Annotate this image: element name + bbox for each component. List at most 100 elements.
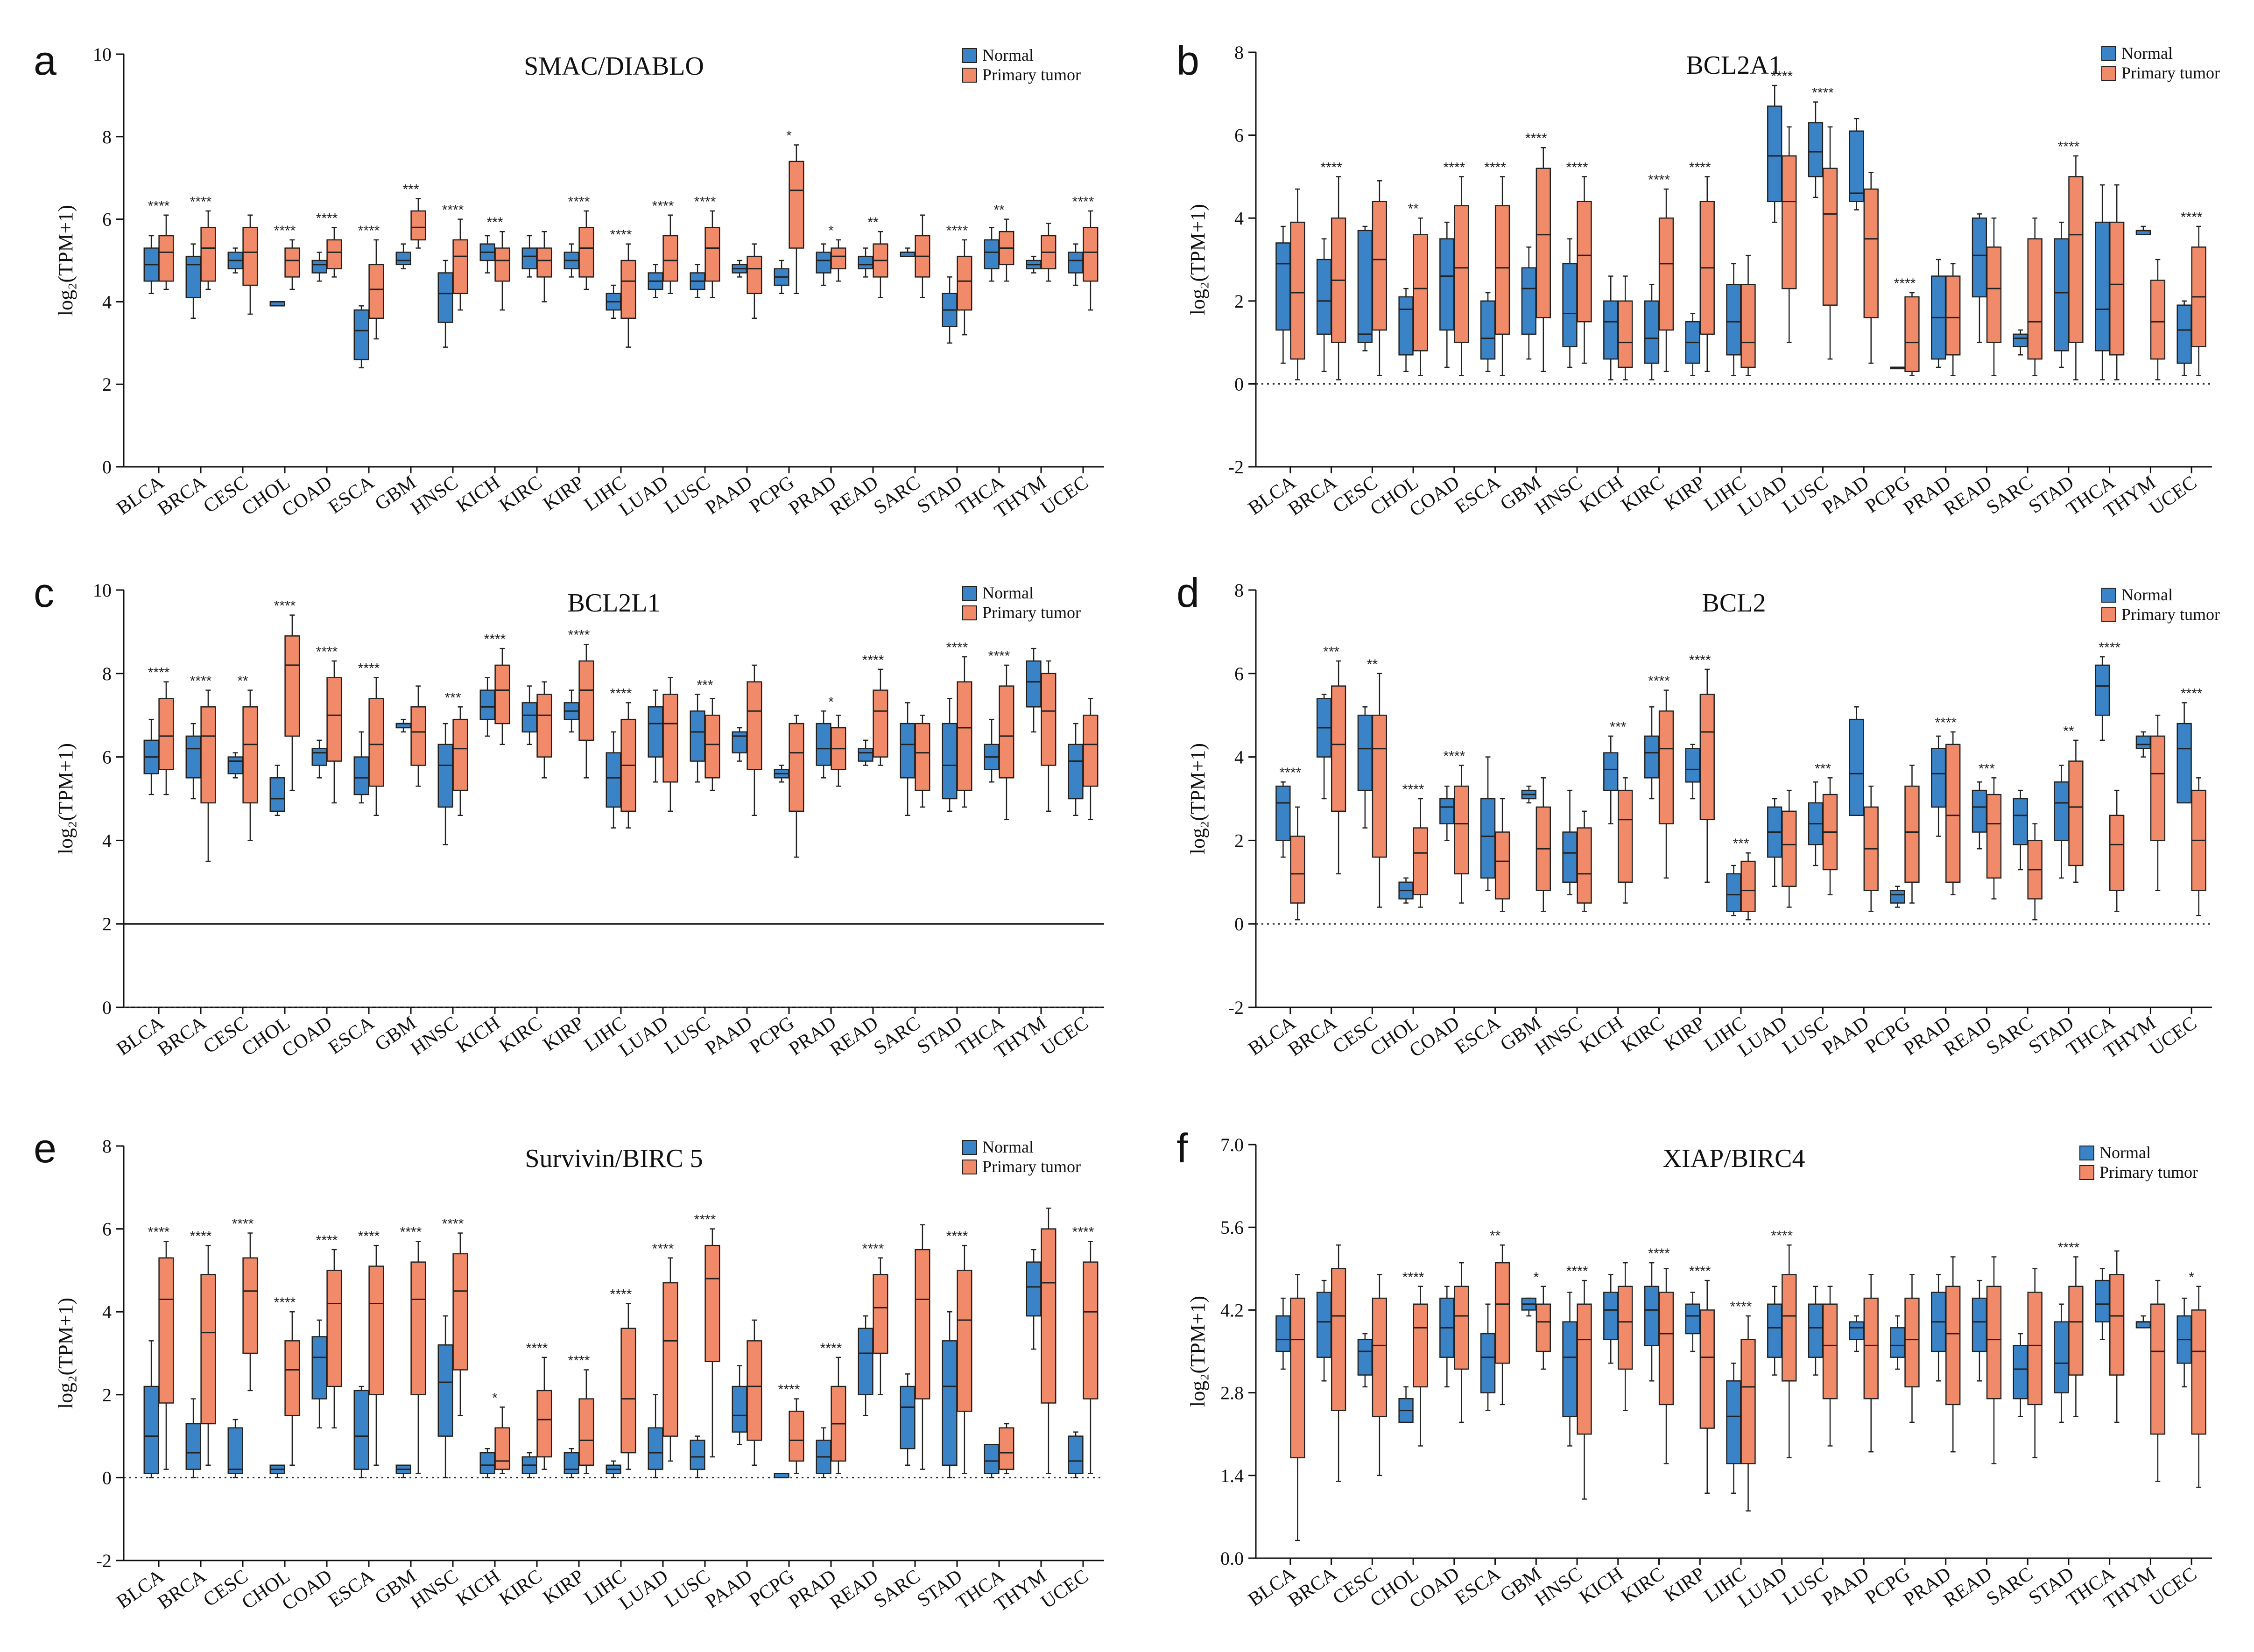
- box-tumor-thym: [2150, 1279, 2166, 1482]
- significance-label: ****: [694, 1212, 716, 1228]
- box-normal-kich: [479, 1448, 495, 1478]
- box-iqr: [1536, 168, 1551, 318]
- significance-label: ****: [820, 1341, 842, 1356]
- box-tumor-lihc: [1740, 1315, 1756, 1511]
- significance-label: ****: [1320, 160, 1342, 175]
- box-tumor-thym: [1041, 223, 1057, 282]
- box-normal-hnsc: [1562, 1292, 1578, 1447]
- box-tumor-hnsc: [452, 1232, 468, 1416]
- x-tick-label: KIRP: [1660, 1563, 1709, 1607]
- box-iqr: [1041, 673, 1057, 766]
- x-tick-label: KIRP: [539, 472, 588, 515]
- box-tumor-read: [873, 1257, 888, 1396]
- box-tumor-prad: [831, 714, 846, 787]
- box-normal-gbm: [395, 718, 411, 733]
- box-tumor-coad: [326, 1249, 342, 1429]
- x-tick-label: PAAD: [702, 1012, 756, 1060]
- box-normal-lusc: [1808, 101, 1824, 198]
- box-iqr: [494, 247, 510, 282]
- box-tumor-lusc: [704, 1228, 720, 1458]
- box-tumor-ucec: [2191, 1286, 2206, 1488]
- box-normal-blca: [1275, 225, 1291, 364]
- significance-label: **: [2063, 724, 2074, 739]
- box-iqr: [858, 748, 873, 762]
- y-tick-label: 8: [102, 663, 112, 684]
- box-iqr: [158, 235, 174, 282]
- box-iqr: [2068, 1286, 2084, 1376]
- y-tick-label: 8: [102, 127, 112, 148]
- box-normal-prad: [1931, 259, 1946, 368]
- box-tumor-thca: [2109, 1250, 2125, 1423]
- significance-label: **: [993, 203, 1005, 218]
- box-iqr: [494, 1427, 510, 1470]
- box-normal-paad: [732, 1365, 747, 1445]
- x-tick-label: LUAD: [615, 1012, 672, 1061]
- x-tick-label: LUSC: [1779, 1563, 1832, 1610]
- x-tick-label: PAAD: [1818, 1563, 1873, 1610]
- panel-letter: a: [34, 37, 56, 84]
- box-normal-kirc: [521, 1452, 537, 1478]
- box-normal-pcpg: [1890, 366, 1905, 370]
- box-iqr: [915, 1249, 930, 1399]
- box-iqr: [2177, 723, 2192, 804]
- significance-label: ***: [697, 678, 713, 693]
- box-tumor-lusc: [1822, 126, 1838, 360]
- box-tumor-brca: [1331, 1244, 1346, 1482]
- y-tick-label: 1.4: [1220, 1465, 1244, 1486]
- x-tick-label: HNSC: [407, 472, 462, 520]
- box-iqr: [789, 1411, 804, 1462]
- box-iqr: [858, 1328, 873, 1396]
- significance-label: ****: [358, 1229, 380, 1244]
- box-iqr: [2135, 1321, 2151, 1329]
- y-tick-label: 10: [93, 580, 112, 601]
- box-iqr: [1372, 714, 1388, 858]
- box-normal-sarc: [2013, 789, 2028, 871]
- x-tick-label: PAAD: [1818, 1012, 1873, 1060]
- box-iqr: [704, 1244, 720, 1363]
- box-iqr: [494, 664, 510, 724]
- box-iqr: [1726, 284, 1741, 356]
- box-tumor-chol: [284, 239, 300, 290]
- box-iqr: [2013, 333, 2028, 347]
- box-iqr: [662, 694, 678, 783]
- significance-label: ****: [1771, 69, 1793, 84]
- x-tick-label: READ: [826, 1012, 882, 1061]
- significance-label: ****: [316, 644, 338, 660]
- x-tick-label: READ: [826, 472, 882, 520]
- box-iqr: [311, 748, 327, 766]
- significance-label: ****: [1402, 782, 1424, 797]
- x-tick-label: UCEC: [1037, 472, 1092, 520]
- box-iqr: [2150, 735, 2166, 841]
- y-tick-label: 0.0: [1220, 1548, 1244, 1569]
- box-tumor-kirc: [1658, 188, 1674, 373]
- significance-label: ****: [274, 1295, 296, 1310]
- box-iqr: [2135, 735, 2151, 749]
- box-tumor-read: [873, 668, 888, 766]
- box-normal-kich: [1603, 1274, 1619, 1364]
- y-tick-label: 2: [102, 1385, 112, 1406]
- box-normal-gbm: [395, 1464, 411, 1478]
- x-tick-label: HNSC: [1531, 472, 1586, 520]
- significance-label: **: [1408, 201, 1419, 217]
- box-iqr: [1890, 1327, 1905, 1358]
- x-tick-label: HNSC: [407, 1566, 462, 1613]
- box-iqr: [747, 681, 762, 770]
- box-normal-coad: [1439, 221, 1455, 368]
- legend-swatch-tumor: [962, 605, 977, 620]
- box-normal-thca: [2094, 184, 2110, 380]
- box-iqr: [747, 1340, 762, 1441]
- box-iqr: [368, 698, 384, 787]
- significance-label: ****: [316, 1233, 338, 1248]
- box-tumor-brca: [1331, 176, 1346, 380]
- x-tick-label: LUAD: [615, 472, 672, 521]
- x-tick-label: LUAD: [615, 1566, 672, 1615]
- legend-label-normal: Normal: [2121, 44, 2173, 63]
- box-normal-sarc: [2013, 1333, 2028, 1417]
- box-tumor-sarc: [915, 1224, 930, 1470]
- box-normal-kirc: [1644, 706, 1660, 800]
- box-iqr: [873, 689, 888, 758]
- box-tumor-read: [873, 231, 888, 298]
